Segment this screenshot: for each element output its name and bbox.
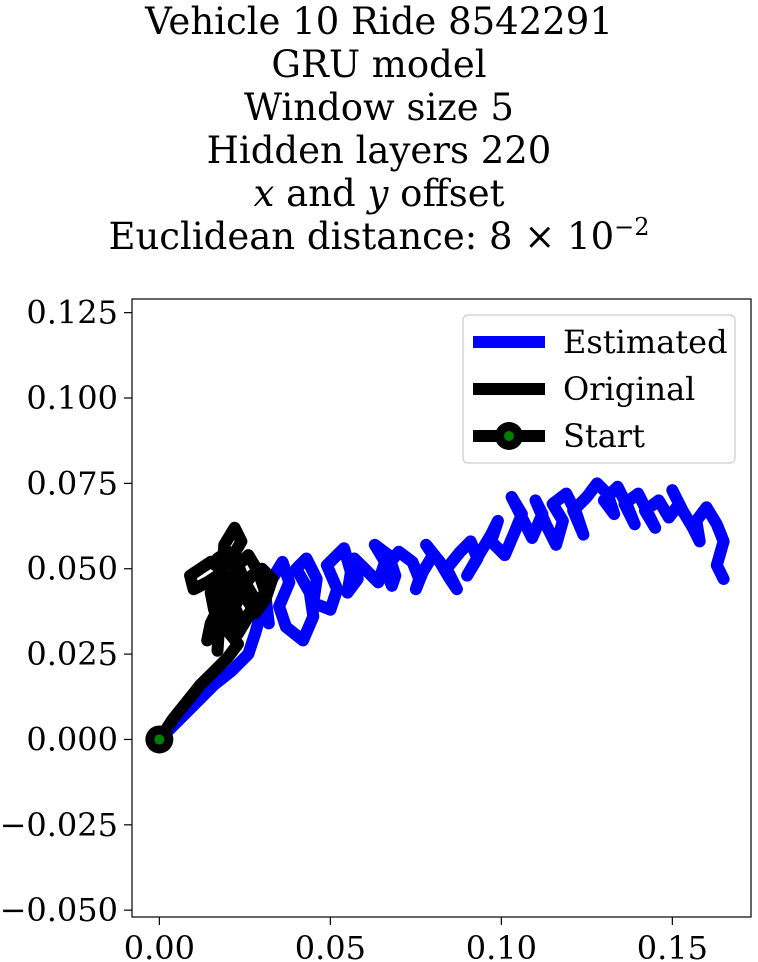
legend-box [462,314,736,464]
x-tick-label: 0.00 [124,929,195,962]
title-line-5: x and y offset [253,172,505,215]
legend: Estimated Original Start [462,314,736,464]
y-tick-label: 0.025 [26,635,118,673]
y-tick-label: 0.050 [26,550,118,588]
plot-frame [131,298,752,918]
title-line-6-text: Euclidean distance: 8 × 10 [108,215,615,258]
y-tick-label: −0.050 [0,891,118,929]
x-tick-label: 0.10 [466,929,537,962]
y-tick-label: 0.000 [26,720,118,758]
axis-layer: 0.00 0.05 0.10 0.15 0.125 0.100 0.075 0.050 0.02… [0,294,708,962]
legend-label-estimated: Estimated [563,323,728,361]
chart-title: Vehicle 10 Ride 8542291 GRU model Window… [0,0,758,263]
legend-start-marker-inner [504,431,514,441]
title-line-6: Euclidean distance: 8 × 10−2 [0,213,758,263]
x-tick-label: 0.15 [637,929,708,962]
title-line-1: Vehicle 10 Ride 8542291 [145,0,613,43]
title-line-2: GRU model [271,43,487,86]
x-tick-label: 0.05 [295,929,366,962]
title-line-4: Hidden layers 220 [206,129,552,172]
series-line-estimated [153,477,730,746]
y-tick-label: −0.025 [0,806,118,844]
legend-label-original: Original [563,370,695,408]
series-line-original [153,521,279,746]
legend-label-start: Start [563,417,645,455]
title-line-3: Window size 5 [244,86,514,129]
y-tick-label: 0.075 [26,464,118,502]
start-marker-inner [154,734,165,745]
y-tick-label: 0.125 [26,294,118,332]
title-exponent: −2 [614,213,650,241]
y-tick-label: 0.100 [26,379,118,417]
series-layer [145,477,730,754]
